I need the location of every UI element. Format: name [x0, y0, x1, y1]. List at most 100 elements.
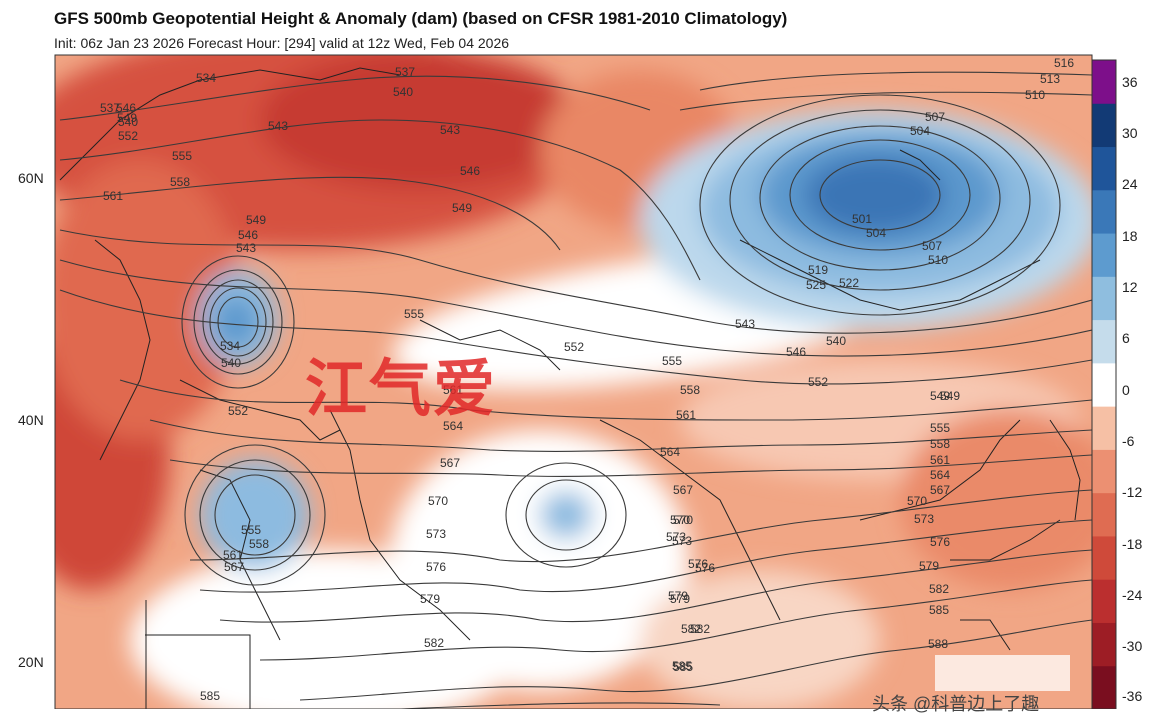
colorbar-swatch — [1092, 189, 1116, 234]
contour-label: 576 — [930, 535, 950, 549]
contour-label: 561 — [930, 453, 950, 467]
corner-mask — [872, 24, 1102, 50]
contour-label: 576 — [695, 561, 715, 575]
contour-label: 540 — [393, 85, 413, 99]
contour-label: 555 — [404, 307, 424, 321]
colorbar-frame — [1091, 59, 1117, 709]
contour-label: 549 — [246, 213, 266, 227]
contour-label: 543 — [735, 317, 755, 331]
contour-label: 561 — [103, 189, 123, 203]
contour-label: 573 — [666, 530, 686, 544]
contour-label: 570 — [670, 513, 690, 527]
colorbar-label: 0 — [1122, 382, 1130, 398]
contour-label: 585 — [673, 660, 693, 674]
contour-label: 540 — [221, 356, 241, 370]
contour-label: 579 — [668, 589, 688, 603]
contour-label: 546 — [116, 101, 136, 115]
contour-label: 549 — [930, 389, 950, 403]
colorbar — [1091, 59, 1117, 709]
contour-label: 582 — [690, 622, 710, 636]
contour-label: 537 — [395, 65, 415, 79]
colorbar-swatch — [1092, 362, 1116, 407]
contour-label: 555 — [241, 523, 261, 537]
contour-label: 546 — [460, 164, 480, 178]
contour-label: 579 — [670, 592, 690, 606]
contour-label: 543 — [268, 119, 288, 133]
contour-label: 540 — [826, 334, 846, 348]
contour-label: 519 — [808, 263, 828, 277]
lat-label-40n: 40N — [18, 412, 44, 428]
contour-label: 579 — [420, 592, 440, 606]
colorbar-label: -6 — [1122, 433, 1135, 449]
contour-label: 561 — [443, 383, 463, 397]
contour-label: 561 — [223, 548, 243, 562]
colorbar-label: 30 — [1122, 125, 1138, 141]
colorbar-label: 12 — [1122, 279, 1138, 295]
contour-label: 561 — [676, 408, 696, 422]
contour-label: 549 — [452, 201, 472, 215]
coastlines — [59, 67, 1081, 709]
contour-label: 501 — [852, 212, 872, 226]
contour-label: 573 — [672, 534, 692, 548]
contour-label: 570 — [428, 494, 448, 508]
contour-label: 540 — [118, 115, 138, 129]
contour-label: 555 — [172, 149, 192, 163]
contour-label: 507 — [925, 110, 945, 124]
contour-label: 570 — [907, 494, 927, 508]
contour-label: 507 — [922, 239, 942, 253]
contour-label: 534 — [220, 339, 240, 353]
contour-label: 558 — [680, 383, 700, 397]
contour-label: 552 — [808, 375, 828, 389]
contour-label: 510 — [1025, 88, 1045, 102]
contour-label: 552 — [228, 404, 248, 418]
contour-label: 525 — [806, 278, 826, 292]
watermark-credit: 头条 @科普边上了趣 — [872, 694, 1040, 714]
contour-label: 549 — [117, 111, 137, 125]
contour-label: 570 — [673, 513, 693, 527]
anomaly-shading — [55, 55, 1092, 709]
contour-label: 543 — [236, 241, 256, 255]
map-title: GFS 500mb Geopotential Height & Anomaly … — [54, 9, 788, 28]
contour-label: 573 — [426, 527, 446, 541]
contour-label: 513 — [1040, 72, 1060, 86]
colorbar-swatch — [1092, 579, 1116, 623]
colorbar-swatch — [1092, 60, 1116, 104]
lat-label-20n: 20N — [18, 654, 44, 670]
contour-label: 534 — [196, 71, 216, 85]
lat-label-60n: 60N — [18, 170, 44, 186]
colorbar-label: -18 — [1122, 536, 1143, 552]
contour-label: 510 — [928, 253, 948, 267]
map-subtitle: Init: 06z Jan 23 2026 Forecast Hour: [29… — [54, 35, 510, 51]
contour-labels: 5375345405465495525555585615435375405435… — [100, 56, 1074, 703]
contour-label: 543 — [440, 123, 460, 137]
colorbar-swatch — [1092, 146, 1116, 191]
colorbar-label: -12 — [1122, 484, 1143, 500]
colorbar-swatch — [1092, 319, 1116, 364]
colorbar-swatch — [1092, 233, 1116, 277]
colorbar-label: -36 — [1122, 688, 1143, 704]
contour-label: 558 — [170, 175, 190, 189]
colorbar-swatch — [1092, 665, 1116, 709]
contour-label: 555 — [662, 354, 682, 368]
contour-label: 564 — [660, 445, 680, 459]
height-contours — [59, 71, 1092, 709]
colorbar-swatch — [1092, 535, 1116, 580]
contour-label: 573 — [914, 512, 934, 526]
contour-label: 567 — [673, 483, 693, 497]
contour-label: 567 — [930, 483, 950, 497]
contour-label: 522 — [839, 276, 859, 290]
contour-label: 582 — [929, 582, 949, 596]
colorbar-label: 6 — [1122, 330, 1130, 346]
contour-label: 549 — [940, 389, 960, 403]
contour-label: 564 — [443, 419, 463, 433]
contour-label: 555 — [930, 421, 950, 435]
contour-label: 537 — [100, 101, 120, 115]
contour-label: 546 — [786, 345, 806, 359]
contour-label: 558 — [249, 537, 269, 551]
contour-label: 585 — [672, 659, 692, 673]
contour-label: 576 — [688, 557, 708, 571]
colorbar-swatch — [1092, 492, 1116, 537]
contour-label: 558 — [930, 437, 950, 451]
contour-label: 576 — [426, 560, 446, 574]
